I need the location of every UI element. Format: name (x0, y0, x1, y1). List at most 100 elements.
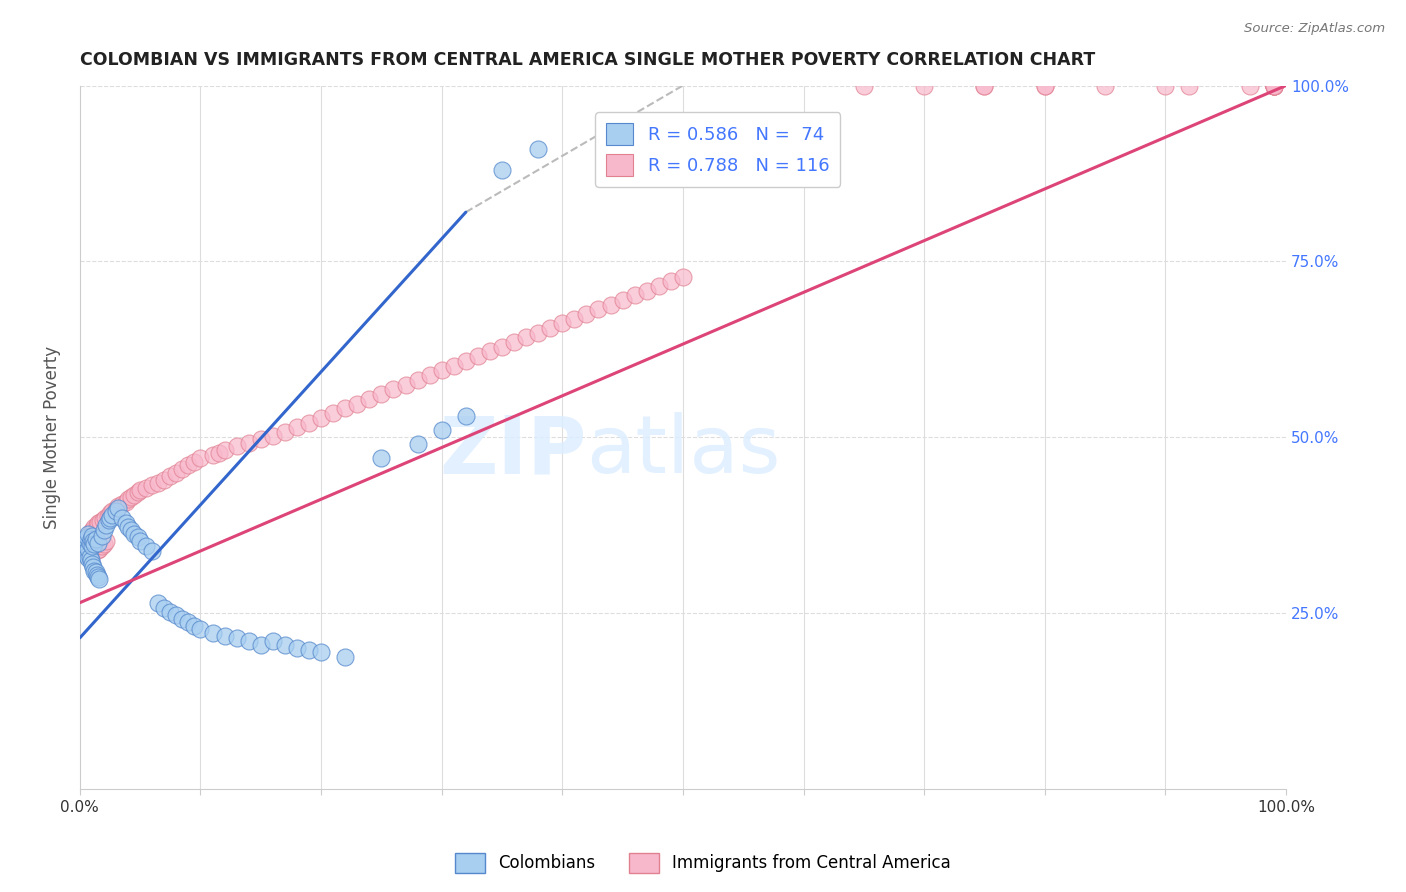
Point (97, 509, 120, 524)
Point (122, 488, 145, 502)
Point (75, 534, 97, 549)
Point (80, 557, 103, 571)
Point (80, 523, 103, 537)
Point (491, 163, 513, 178)
Point (75, 546, 97, 560)
Point (89, 515, 111, 529)
Point (274, 638, 297, 652)
Point (94, 511, 117, 525)
Point (177, 615, 200, 629)
Point (77, 541, 100, 556)
Point (111, 511, 134, 525)
Legend: Colombians, Immigrants from Central America: Colombians, Immigrants from Central Amer… (449, 847, 957, 880)
Point (309, 410, 332, 425)
Point (84, 540, 107, 554)
Point (72, 541, 94, 556)
Point (346, 396, 368, 410)
Point (114, 516, 136, 531)
Point (159, 605, 181, 619)
Point (75, 533, 97, 547)
Point (129, 483, 152, 497)
Point (141, 478, 163, 492)
Point (1263, 78, 1285, 93)
Point (183, 455, 205, 469)
Point (96, 534, 118, 549)
Point (79, 536, 101, 550)
Point (117, 492, 139, 507)
Point (207, 446, 229, 460)
Point (491, 340, 513, 354)
Point (1263, 78, 1285, 93)
Point (91, 513, 114, 527)
Point (394, 377, 416, 392)
Point (973, 78, 995, 93)
Point (335, 649, 357, 664)
Point (86, 567, 108, 582)
Point (127, 485, 149, 500)
Point (1033, 78, 1056, 93)
Point (80, 553, 103, 567)
Point (285, 641, 308, 656)
Point (430, 423, 453, 437)
Point (79, 549, 101, 564)
Point (973, 78, 995, 93)
Point (612, 293, 634, 307)
Point (117, 520, 139, 534)
Point (551, 316, 574, 330)
Point (82, 534, 104, 549)
Point (93, 537, 115, 551)
Point (623, 288, 645, 302)
Point (262, 429, 284, 443)
Point (298, 417, 321, 431)
Point (75, 540, 97, 554)
Point (298, 643, 321, 657)
Point (1263, 78, 1285, 93)
Point (370, 451, 392, 466)
Y-axis label: Single Mother Poverty: Single Mother Poverty (44, 346, 60, 529)
Legend: R = 0.586   N =  74, R = 0.788   N = 116: R = 0.586 N = 74, R = 0.788 N = 116 (596, 112, 841, 187)
Point (159, 469, 181, 483)
Point (249, 432, 271, 446)
Point (98, 506, 121, 520)
Point (80, 542, 103, 557)
Point (141, 544, 163, 558)
Point (76, 549, 98, 563)
Point (225, 439, 247, 453)
Point (86, 518, 108, 533)
Point (527, 326, 550, 341)
Point (214, 442, 236, 457)
Point (503, 335, 526, 350)
Text: COLOMBIAN VS IMMIGRANTS FROM CENTRAL AMERICA SINGLE MOTHER POVERTY CORRELATION C: COLOMBIAN VS IMMIGRANTS FROM CENTRAL AME… (80, 51, 1095, 69)
Point (153, 600, 176, 615)
Point (912, 78, 935, 93)
Point (190, 622, 212, 636)
Point (636, 284, 658, 298)
Point (183, 619, 205, 633)
Point (122, 527, 145, 541)
Point (419, 368, 441, 383)
Point (80, 533, 103, 547)
Point (648, 279, 671, 293)
Point (84, 533, 107, 547)
Point (107, 500, 129, 515)
Point (1239, 78, 1261, 93)
Point (80, 529, 103, 543)
Point (72, 537, 94, 551)
Point (75, 533, 97, 547)
Point (105, 502, 128, 516)
Point (76, 530, 98, 544)
Point (148, 596, 170, 610)
Point (89, 541, 111, 556)
Point (127, 530, 149, 544)
Point (672, 269, 695, 284)
Point (87, 542, 110, 557)
Point (214, 629, 236, 643)
Point (107, 500, 129, 514)
Text: Source: ZipAtlas.com: Source: ZipAtlas.com (1244, 22, 1385, 36)
Point (172, 462, 194, 476)
Point (165, 466, 187, 480)
Point (101, 508, 124, 522)
Point (93, 523, 115, 537)
Point (406, 437, 429, 451)
Point (114, 495, 136, 509)
